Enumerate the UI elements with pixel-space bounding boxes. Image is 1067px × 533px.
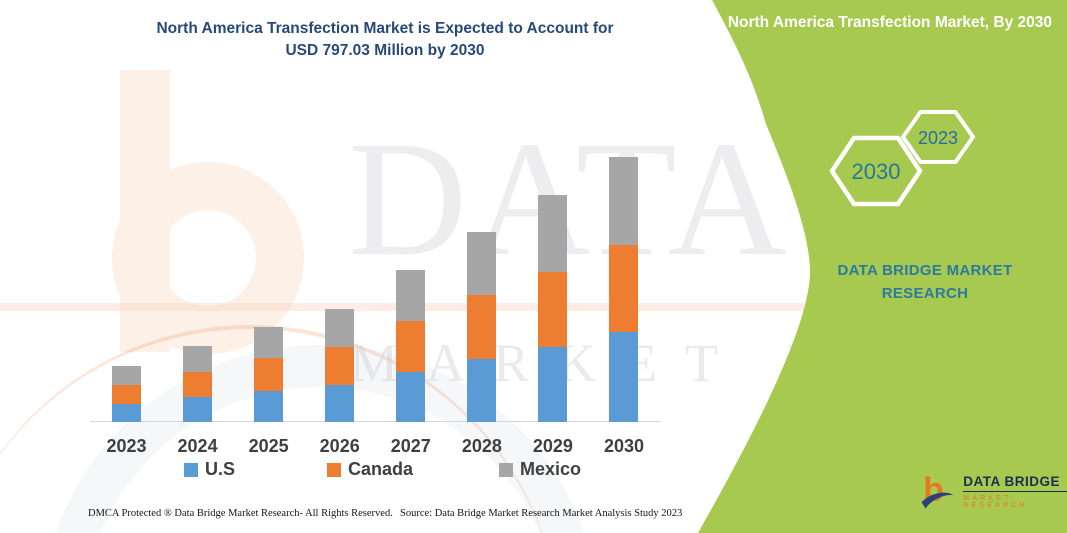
bar-segment-us-2024 — [183, 397, 213, 422]
legend-label-mexico: Mexico — [520, 459, 582, 479]
hexagon-2030-label: 2030 — [852, 159, 901, 184]
bar-segment-us-2023 — [112, 404, 141, 422]
bar-segment-us-2029 — [538, 346, 568, 422]
bar-2030 — [609, 157, 639, 422]
bar-2028 — [467, 232, 497, 422]
legend-swatch-canada — [327, 462, 341, 477]
bar-segment-us-2025 — [254, 391, 284, 422]
bar-2026 — [325, 309, 355, 422]
bar-segment-canada-2026 — [325, 347, 355, 386]
x-tick-2029: 2029 — [532, 436, 573, 456]
legend-item-mexico: Mexico — [499, 459, 581, 480]
bar-segment-us-2030 — [609, 331, 639, 422]
footer-copyright: DMCA Protected ® Data Bridge Market Rese… — [88, 508, 393, 519]
bar-2023 — [112, 366, 141, 422]
panel-brand-text: DATA BRIDGE MARKET RESEARCH — [800, 260, 1050, 305]
panel-brand-line1: DATA BRIDGE MARKET — [837, 262, 1013, 279]
x-tick-2028: 2028 — [461, 436, 502, 456]
legend-swatch-mexico — [499, 462, 513, 477]
panel-heading: North America Transfection Market, By 20… — [727, 14, 1052, 31]
logo-subtitle: MARKET RESEARCH — [963, 494, 1028, 509]
x-axis-line — [90, 421, 661, 422]
data-bridge-logo: b DATA BRIDGE MARKET RESEARCH — [920, 470, 1067, 512]
x-tick-2025: 2025 — [248, 436, 289, 456]
x-tick-2026: 2026 — [319, 436, 360, 456]
x-tick-2023: 2023 — [106, 436, 147, 456]
bar-segment-canada-2029 — [538, 271, 568, 347]
legend-item-canada: Canada — [327, 459, 413, 480]
hexagon-2030 — [829, 135, 923, 207]
chart-title-line1: North America Transfection Market is Exp… — [156, 20, 614, 37]
bar-segment-canada-2030 — [609, 244, 639, 332]
data-bridge-logo-text: DATA BRIDGE MARKET RESEARCH — [963, 474, 1067, 509]
bar-segment-canada-2027 — [396, 321, 426, 373]
bar-segment-us-2027 — [396, 372, 426, 422]
bar-segment-mexico-2030 — [609, 157, 639, 245]
x-tick-2030: 2030 — [603, 436, 644, 456]
data-bridge-logo-icon: b — [921, 472, 954, 509]
chart-title-line2: USD 797.03 Million by 2030 — [285, 42, 485, 59]
legend-swatch-us — [184, 462, 198, 477]
bar-segment-canada-2028 — [467, 294, 497, 359]
bar-segment-mexico-2027 — [396, 270, 426, 322]
legend-item-us: U.S — [184, 459, 235, 480]
panel-brand-line2: RESEARCH — [881, 284, 969, 302]
bar-2027 — [396, 270, 426, 422]
bar-segment-mexico-2029 — [538, 194, 568, 272]
bar-2029 — [538, 194, 568, 422]
hexagons-graphic: 2030 2023 — [829, 110, 975, 207]
footer-source: Source: Data Bridge Market Research Mark… — [400, 508, 683, 519]
bar-segment-canada-2023 — [112, 385, 141, 404]
hexagon-2023 — [901, 110, 975, 164]
bar-segment-us-2026 — [325, 385, 355, 422]
bar-segment-canada-2025 — [254, 358, 284, 392]
legend-label-us: U.S — [205, 459, 236, 479]
legend-label-canada: Canada — [348, 459, 414, 479]
hexagon-2023-label: 2023 — [918, 128, 958, 148]
bar-segment-us-2028 — [467, 358, 497, 422]
x-tick-2024: 2024 — [177, 436, 218, 456]
logo-name: DATA BRIDGE — [963, 474, 1067, 492]
bar-segment-mexico-2023 — [112, 366, 141, 385]
x-tick-2027: 2027 — [390, 436, 431, 456]
bar-segment-mexico-2028 — [467, 232, 497, 295]
bar-segment-mexico-2026 — [325, 309, 355, 348]
bar-segment-canada-2024 — [183, 372, 213, 398]
chart-title: North America Transfection Market is Exp… — [60, 18, 710, 62]
